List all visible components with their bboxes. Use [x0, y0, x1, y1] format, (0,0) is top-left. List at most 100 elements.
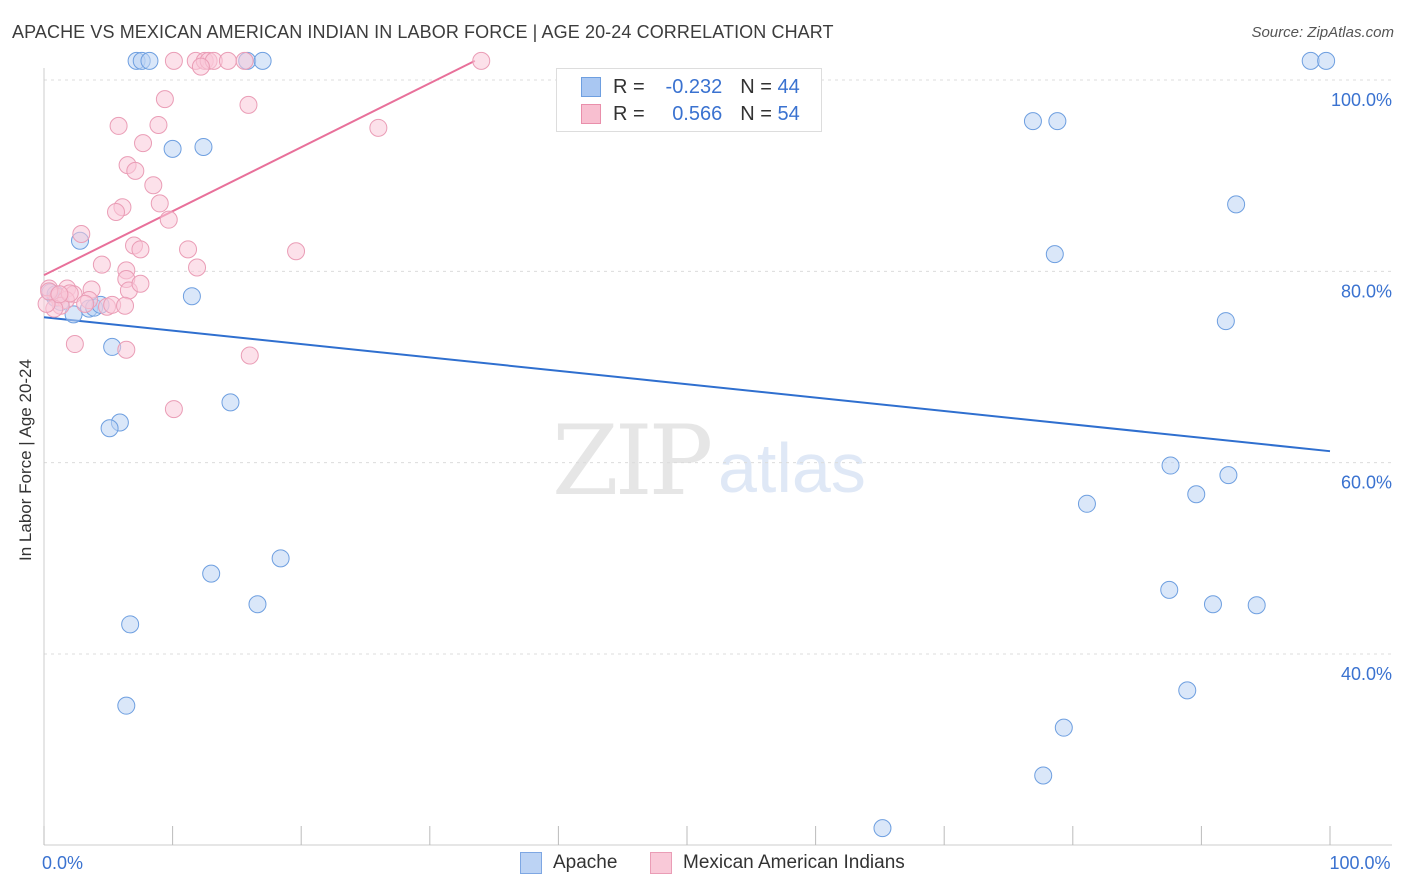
apache-point	[221, 393, 240, 412]
apache-point	[121, 615, 140, 634]
watermark-zip: ZIP	[552, 405, 713, 517]
apache-point	[100, 419, 119, 438]
apache-point	[1187, 485, 1206, 504]
mexican-point	[164, 51, 183, 70]
apache-point	[1077, 494, 1096, 513]
mexican-point	[134, 134, 153, 153]
tick-labels: 40.0% 60.0% 80.0% 100.0% 0.0% 100.0%	[42, 90, 1392, 873]
trend-line-mexican	[43, 59, 476, 277]
watermark-atlas: atlas	[718, 429, 866, 507]
apache-point	[140, 51, 159, 70]
mexican-point	[472, 51, 491, 70]
apache-legend-swatch	[520, 852, 542, 874]
mexican-swatch	[581, 104, 601, 124]
apache-point	[1227, 195, 1246, 214]
n-label: N =	[740, 102, 772, 125]
x-tick-label: 0.0%	[42, 853, 83, 873]
y-tick-label: 60.0%	[1341, 473, 1392, 493]
mexican-r-value: 0.566	[672, 102, 723, 125]
apache-point	[194, 137, 213, 156]
mexican-point	[191, 57, 210, 76]
mexican-point	[150, 194, 169, 213]
mexican-point	[126, 161, 145, 180]
mexican-point	[164, 400, 183, 419]
apache-point	[1161, 456, 1180, 475]
apache-point	[1034, 766, 1053, 785]
apache-point	[1216, 312, 1235, 331]
apache-point	[1048, 112, 1067, 131]
r-label: R =	[613, 102, 645, 125]
correlation-legend: R = -0.232 N = 44 R = 0.566 N = 54	[556, 68, 822, 132]
mexican-point	[109, 116, 128, 135]
mexican-point	[131, 274, 150, 293]
data-points	[37, 51, 1336, 838]
mexican-point	[107, 203, 126, 222]
apache-r-value: -0.232	[665, 75, 723, 98]
apache-point	[1247, 596, 1266, 615]
apache-point	[1045, 245, 1064, 264]
mexican-point	[218, 51, 237, 70]
mexican-point	[50, 285, 69, 304]
apache-legend-label: Apache	[553, 852, 618, 873]
mexican-point	[92, 255, 111, 274]
n-label: N =	[740, 75, 772, 98]
apache-point	[873, 819, 892, 838]
apache-point	[1219, 466, 1238, 485]
legend-item-apache[interactable]: Apache	[520, 852, 617, 874]
mexican-point	[369, 118, 388, 137]
mexican-point	[144, 176, 163, 195]
mexican-point	[159, 210, 178, 229]
mexican-legend-label: Mexican American Indians	[683, 852, 905, 873]
series-legend: Apache Mexican American Indians	[0, 852, 1406, 876]
r-label: R =	[613, 75, 645, 98]
mexican-n-value: 54	[777, 102, 800, 125]
trend-lines	[43, 59, 1331, 453]
apache-point	[1301, 51, 1320, 70]
x-tick-label: 100.0%	[1329, 853, 1390, 873]
mexican-point	[287, 242, 306, 261]
legend-item-mexican[interactable]: Mexican American Indians	[650, 852, 905, 874]
apache-point	[202, 564, 221, 583]
legend-row-apache: R = -0.232 N = 44	[581, 75, 800, 99]
source-label: Source: ZipAtlas.com	[1251, 24, 1394, 41]
mexican-point	[239, 95, 258, 114]
trend-line-apache	[43, 316, 1331, 453]
legend-row-mexican: R = 0.566 N = 54	[581, 102, 800, 126]
mexican-point	[72, 225, 91, 244]
apache-point	[253, 51, 272, 70]
y-tick-label: 80.0%	[1341, 281, 1392, 301]
apache-point	[117, 696, 136, 715]
apache-point	[163, 139, 182, 158]
y-tick-label: 40.0%	[1341, 664, 1392, 684]
mexican-point	[155, 90, 174, 109]
apache-point	[64, 305, 83, 324]
apache-n-value: 44	[777, 75, 800, 98]
apache-point	[182, 287, 201, 306]
apache-point	[1160, 580, 1179, 599]
apache-point	[271, 549, 290, 568]
y-tick-label: 100.0%	[1331, 90, 1392, 110]
mexican-point	[65, 335, 84, 354]
mexican-point	[76, 294, 95, 313]
mexican-point	[131, 240, 150, 259]
axes	[43, 68, 1392, 846]
mexican-point	[116, 296, 135, 315]
apache-swatch	[581, 77, 601, 97]
apache-point	[248, 595, 267, 614]
mexican-point	[188, 258, 207, 277]
chart-title: APACHE VS MEXICAN AMERICAN INDIAN IN LAB…	[12, 22, 834, 42]
mexican-point	[179, 240, 198, 259]
y-axis-label: In Labor Force | Age 20-24	[16, 359, 35, 561]
mexican-point	[117, 340, 136, 359]
mexican-legend-swatch	[650, 852, 672, 874]
mexican-point	[235, 51, 254, 70]
apache-point	[1203, 595, 1222, 614]
mexican-point	[149, 115, 168, 134]
apache-point	[1317, 51, 1336, 70]
apache-point	[1178, 681, 1197, 700]
apache-point	[1054, 718, 1073, 737]
grid-lines	[44, 79, 1392, 655]
mexican-point	[240, 346, 259, 365]
apache-point	[1023, 112, 1042, 131]
